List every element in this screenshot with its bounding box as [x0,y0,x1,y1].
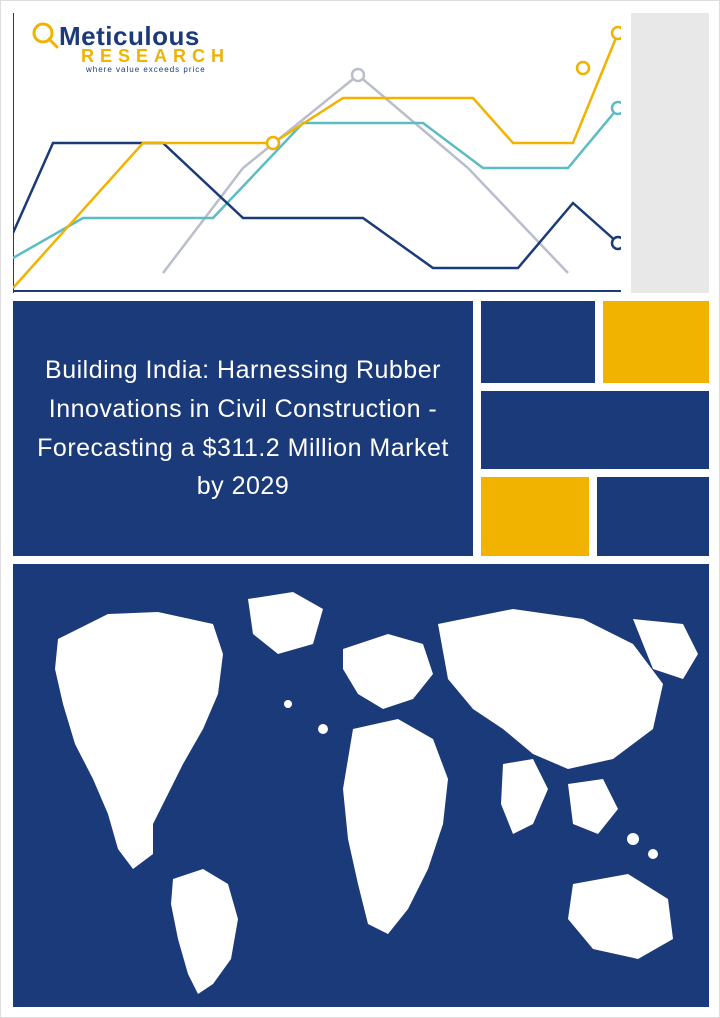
grid-cell [603,301,709,383]
grid-cell [597,477,709,556]
world-map [13,564,709,1007]
report-cover: Meticulous RESEARCH where value exceeds … [0,0,720,1018]
decorative-grid [481,301,709,556]
magnifier-icon [31,21,59,49]
world-map-panel [13,564,709,1007]
grid-cell [481,391,709,469]
grid-cell [481,477,589,556]
logo: Meticulous RESEARCH where value exceeds … [31,21,230,74]
logo-text: Meticulous [59,21,200,51]
report-title: Building India: Harnessing Rubber Innova… [35,351,451,506]
logo-main: Meticulous [31,21,230,52]
decorative-sidebar [631,13,709,293]
title-panel: Building India: Harnessing Rubber Innova… [13,301,473,556]
grid-cell [481,301,595,383]
